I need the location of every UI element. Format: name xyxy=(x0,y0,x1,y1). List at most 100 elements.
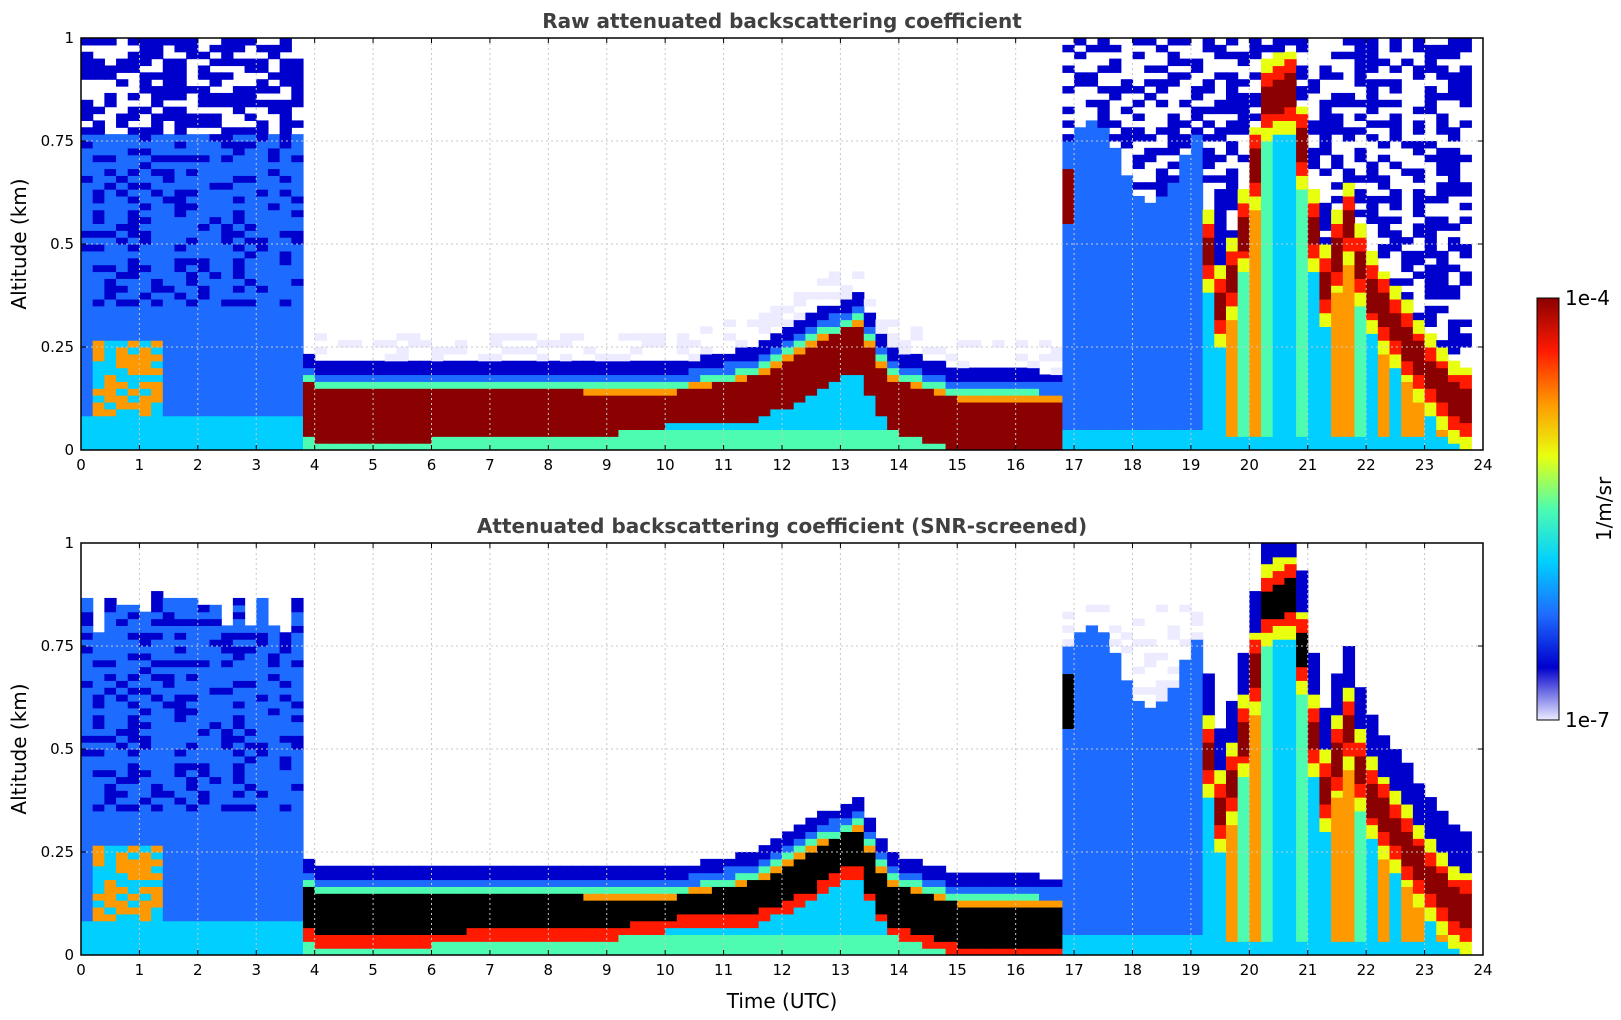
heatmap-cell xyxy=(1237,250,1250,259)
heatmap-cell xyxy=(1132,639,1145,647)
heatmap-cell xyxy=(653,381,666,389)
heatmap-cell xyxy=(1179,154,1192,431)
heatmap-cell xyxy=(630,395,643,430)
heatmap-cell xyxy=(127,803,141,812)
heatmap-cell xyxy=(174,652,187,661)
heatmap-cell xyxy=(782,319,795,327)
heatmap-cell xyxy=(127,237,141,245)
heatmap-cell xyxy=(116,388,129,396)
heatmap-cell xyxy=(1074,429,1087,450)
heatmap-cell xyxy=(1003,900,1017,908)
heatmap-cell xyxy=(1190,58,1204,73)
heatmap-cell xyxy=(267,652,281,668)
heatmap-cell xyxy=(782,913,795,935)
heatmap-cell xyxy=(232,618,246,633)
heatmap-cell xyxy=(209,687,222,695)
heatmap-cell xyxy=(583,893,596,901)
heatmap-cell xyxy=(139,920,152,955)
heatmap-cell xyxy=(548,886,561,894)
heatmap-cell xyxy=(700,913,713,929)
heatmap-cell xyxy=(1447,948,1461,955)
heatmap-cell xyxy=(127,707,141,716)
heatmap-cell xyxy=(1377,141,1391,149)
heatmap-cell xyxy=(162,673,176,688)
heatmap-cell xyxy=(81,141,94,149)
heatmap-cell xyxy=(338,948,351,955)
heatmap-cell xyxy=(139,216,152,224)
heatmap-cell xyxy=(408,865,421,881)
heatmap-cell xyxy=(1225,797,1239,812)
heatmap-cell xyxy=(735,340,748,348)
heatmap-cell xyxy=(1319,271,1332,300)
heatmap-cell xyxy=(933,381,947,389)
heatmap-cell xyxy=(817,934,830,955)
heatmap-cell xyxy=(209,134,222,142)
heatmap-cell xyxy=(244,86,257,108)
heatmap-cell xyxy=(513,388,526,437)
heatmap-cell xyxy=(1436,941,1449,955)
heatmap-cell xyxy=(700,934,713,955)
heatmap-cell xyxy=(828,831,842,839)
heatmap-cell xyxy=(793,893,806,908)
x-tick-label: 10 xyxy=(656,961,675,979)
heatmap-cell xyxy=(1401,865,1414,881)
heatmap-cell xyxy=(81,175,94,183)
heatmap-cell xyxy=(396,948,409,955)
heatmap-cell xyxy=(1062,673,1075,729)
heatmap-cell xyxy=(1202,673,1215,716)
heatmap-cell xyxy=(478,865,491,881)
heatmap-cell xyxy=(1249,591,1262,633)
heatmap-cell xyxy=(1424,264,1437,300)
heatmap-cell xyxy=(127,659,141,675)
heatmap-cell xyxy=(326,381,339,389)
heatmap-cell xyxy=(665,388,678,396)
heatmap-cell xyxy=(116,395,129,410)
heatmap-screened xyxy=(81,543,1472,955)
heatmap-cell xyxy=(116,886,129,894)
heatmap-cell xyxy=(898,367,912,376)
heatmap-cell xyxy=(1015,948,1028,955)
heatmap-cell xyxy=(1062,141,1075,170)
heatmap-cell xyxy=(1237,436,1250,450)
heatmap-cell xyxy=(1167,51,1180,67)
heatmap-cell xyxy=(1331,673,1344,716)
heatmap-cell xyxy=(81,415,94,450)
heatmap-cell xyxy=(1389,189,1402,211)
heatmap-cell xyxy=(828,292,842,300)
heatmap-cell xyxy=(524,347,538,355)
heatmap-cell xyxy=(81,230,94,238)
heatmap-cell xyxy=(1225,941,1239,955)
x-tick-label: 4 xyxy=(310,456,320,474)
heatmap-cell xyxy=(92,264,105,273)
heatmap-cell xyxy=(1050,401,1063,450)
heatmap-cell xyxy=(116,340,129,348)
heatmap-cell xyxy=(209,92,222,108)
heatmap-cell xyxy=(151,886,164,908)
heatmap-cell xyxy=(641,395,655,430)
heatmap-cell xyxy=(1307,120,1321,135)
heatmap-cell xyxy=(408,934,421,949)
heatmap-cell xyxy=(81,611,94,626)
heatmap-cell xyxy=(887,852,900,867)
heatmap-cell xyxy=(1447,147,1461,197)
heatmap-cell xyxy=(524,360,538,376)
heatmap-cell xyxy=(536,941,549,955)
heatmap-cell xyxy=(127,244,141,252)
heatmap-cell xyxy=(92,666,105,695)
heatmap-cell xyxy=(524,927,538,942)
heatmap-cell xyxy=(186,244,199,259)
heatmap-cell xyxy=(1331,285,1344,293)
heatmap-cell xyxy=(326,948,339,955)
heatmap-cell xyxy=(326,865,339,881)
heatmap-cell xyxy=(489,879,503,887)
heatmap-cell xyxy=(1377,831,1391,846)
heatmap-cell xyxy=(127,652,141,661)
heatmap-cell xyxy=(279,742,292,757)
heatmap-cell xyxy=(116,298,129,307)
heatmap-cell xyxy=(852,429,865,450)
heatmap-cell xyxy=(828,271,842,286)
heatmap-cell xyxy=(1296,65,1309,80)
heatmap-cell xyxy=(676,333,690,355)
heatmap-cell xyxy=(221,305,234,417)
heatmap-cell xyxy=(1284,134,1297,450)
